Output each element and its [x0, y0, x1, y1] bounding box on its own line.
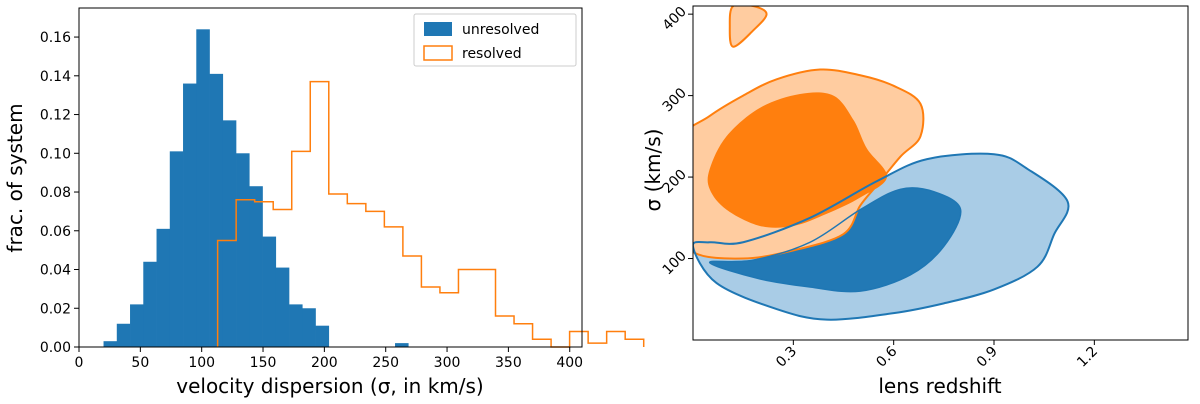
y-tick-label: 0.02	[40, 301, 71, 317]
histogram-x-ticks: 0 50 100 150 200 250 300 350 400	[75, 347, 583, 371]
contour-y-axis-label: σ (km/s)	[641, 129, 665, 212]
unresolved-inner-contour-line	[708, 187, 962, 293]
unresolved-inner-region	[709, 187, 961, 292]
x-tick-label: 100	[188, 355, 215, 371]
y-tick-label: 0.00	[40, 340, 71, 356]
histogram-y-ticks: 0.00 0.02 0.04 0.06 0.08 0.10 0.12 0.14 0.16	[40, 30, 79, 356]
histogram-legend: unresolved resolved	[413, 13, 577, 67]
histogram-x-axis-label: velocity dispersion (σ, in km/s)	[176, 374, 483, 398]
y-tick-label: 0.06	[40, 224, 71, 240]
unresolved-bar	[196, 29, 210, 348]
unresolved-bar	[103, 341, 118, 347]
unresolved-bar	[249, 186, 263, 347]
unresolved-bar	[236, 153, 250, 347]
histogram-y-axis-label: frac. of system	[3, 103, 27, 252]
y-tick-label: 0.14	[40, 69, 71, 85]
x-tick-label: 300	[434, 355, 461, 371]
y-tick-label: 0.08	[40, 185, 71, 201]
x-tick-label: 200	[311, 355, 338, 371]
y-tick-label: 0.16	[40, 30, 71, 46]
unresolved-bar	[156, 228, 171, 347]
unresolved-bar	[289, 304, 303, 347]
legend-label-unresolved: unresolved	[462, 22, 539, 38]
unresolved-bar	[395, 343, 409, 347]
legend-label-resolved: resolved	[462, 46, 522, 62]
resolved-step-outline	[216, 80, 645, 348]
unresolved-bar	[116, 323, 131, 347]
legend-swatch-unresolved	[424, 22, 452, 36]
x-tick-label: 350	[495, 355, 522, 371]
unresolved-outer-contour-line	[693, 152, 1070, 321]
x-tick-label: 1.2	[1074, 344, 1101, 371]
contour-x-ticks: 0.3 0.6 0.9 1.2	[773, 340, 1101, 371]
histogram-panel: 0 50 100 150 200 250 300 350 400 0.000.020.040.0…	[3, 7, 645, 398]
unresolved-bar	[130, 304, 144, 347]
contour-x-axis-label: lens redshift	[878, 374, 1001, 398]
unresolved-bars	[103, 29, 409, 348]
x-tick-label: 400	[556, 355, 583, 371]
histogram-axes-frame	[78, 7, 583, 348]
legend-swatch-resolved	[423, 45, 453, 61]
unresolved-bar	[143, 261, 157, 347]
x-tick-label: 250	[372, 355, 399, 371]
unresolved-bar	[275, 267, 290, 347]
x-tick-label: 0.3	[773, 344, 800, 371]
y-tick-label: 0.12	[40, 108, 71, 124]
unresolved-bar	[183, 83, 197, 347]
unresolved-bar	[222, 120, 237, 348]
y-tick-label: 400	[660, 4, 690, 34]
unresolved-bar	[169, 151, 184, 347]
y-tick-label: 100	[660, 248, 690, 278]
x-tick-label: 50	[131, 355, 149, 371]
contour-axes-frame	[692, 5, 1189, 341]
y-tick-label: 0.04	[40, 263, 71, 279]
x-tick-label: 0.9	[974, 344, 1001, 371]
unresolved-bar	[262, 236, 277, 347]
unresolved-bar	[302, 308, 316, 347]
resolved-inner-region	[707, 92, 888, 228]
x-tick-label: 0.6	[873, 343, 900, 370]
unresolved-bar	[315, 325, 330, 347]
unresolved-bar	[209, 73, 224, 347]
legend-box	[413, 13, 577, 67]
contour-regions	[693, 6, 1070, 321]
x-tick-label: 150	[250, 355, 277, 371]
resolved-outer-contour-line	[693, 68, 925, 260]
x-tick-label: 0	[75, 355, 84, 371]
resolved-outer-island	[728, 6, 768, 48]
y-tick-label: 300	[660, 85, 690, 115]
y-tick-label: 0.10	[40, 146, 71, 162]
